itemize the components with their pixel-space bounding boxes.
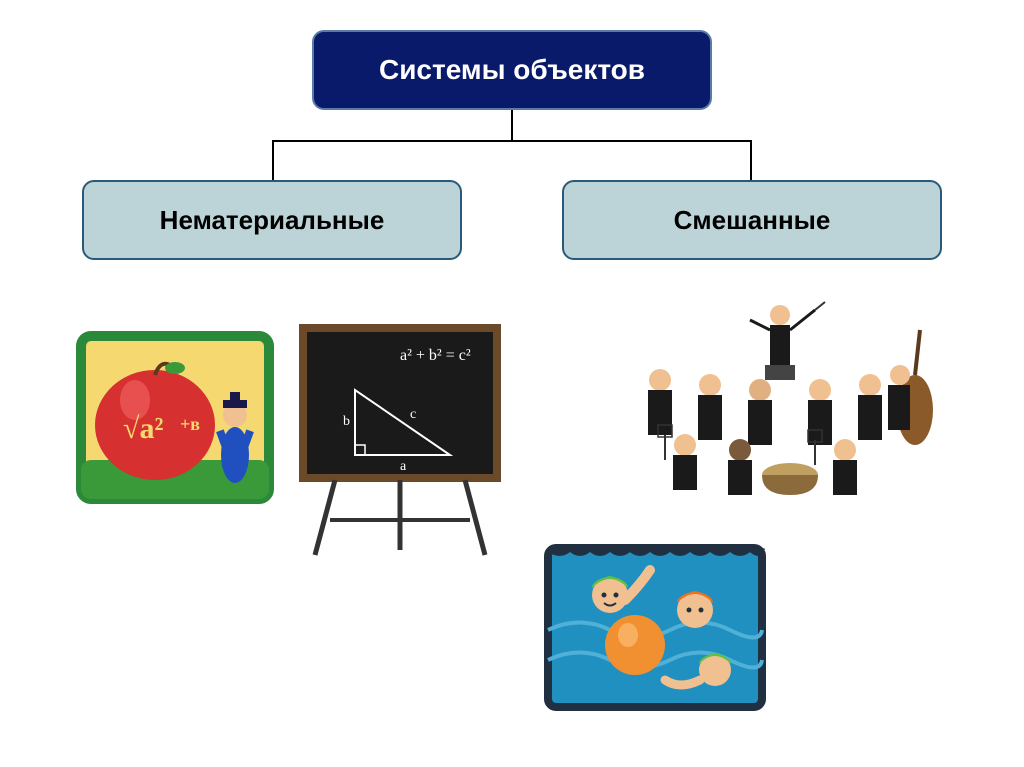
child-node-mixed: Смешанные [562,180,942,260]
apple-math-illustration: √a² +в [75,330,275,505]
svg-text:√a²: √a² [123,412,163,445]
connector-root [511,110,513,140]
connector-right [750,140,752,180]
child-node-intangible: Нематериальные [82,180,462,260]
svg-text:+в: +в [180,414,200,434]
orchestra-illustration [610,290,950,500]
svg-text:a² + b² = c²: a² + b² = c² [400,347,471,364]
connector-horizontal [272,140,752,142]
connector-left [272,140,274,180]
root-node: Системы объектов [312,30,712,110]
chalkboard-illustration: a² + b² = c² b a c [295,320,505,560]
svg-text:c: c [410,407,416,422]
svg-text:a: a [400,459,407,474]
swimmers-illustration [540,540,770,715]
svg-text:b: b [343,414,350,429]
